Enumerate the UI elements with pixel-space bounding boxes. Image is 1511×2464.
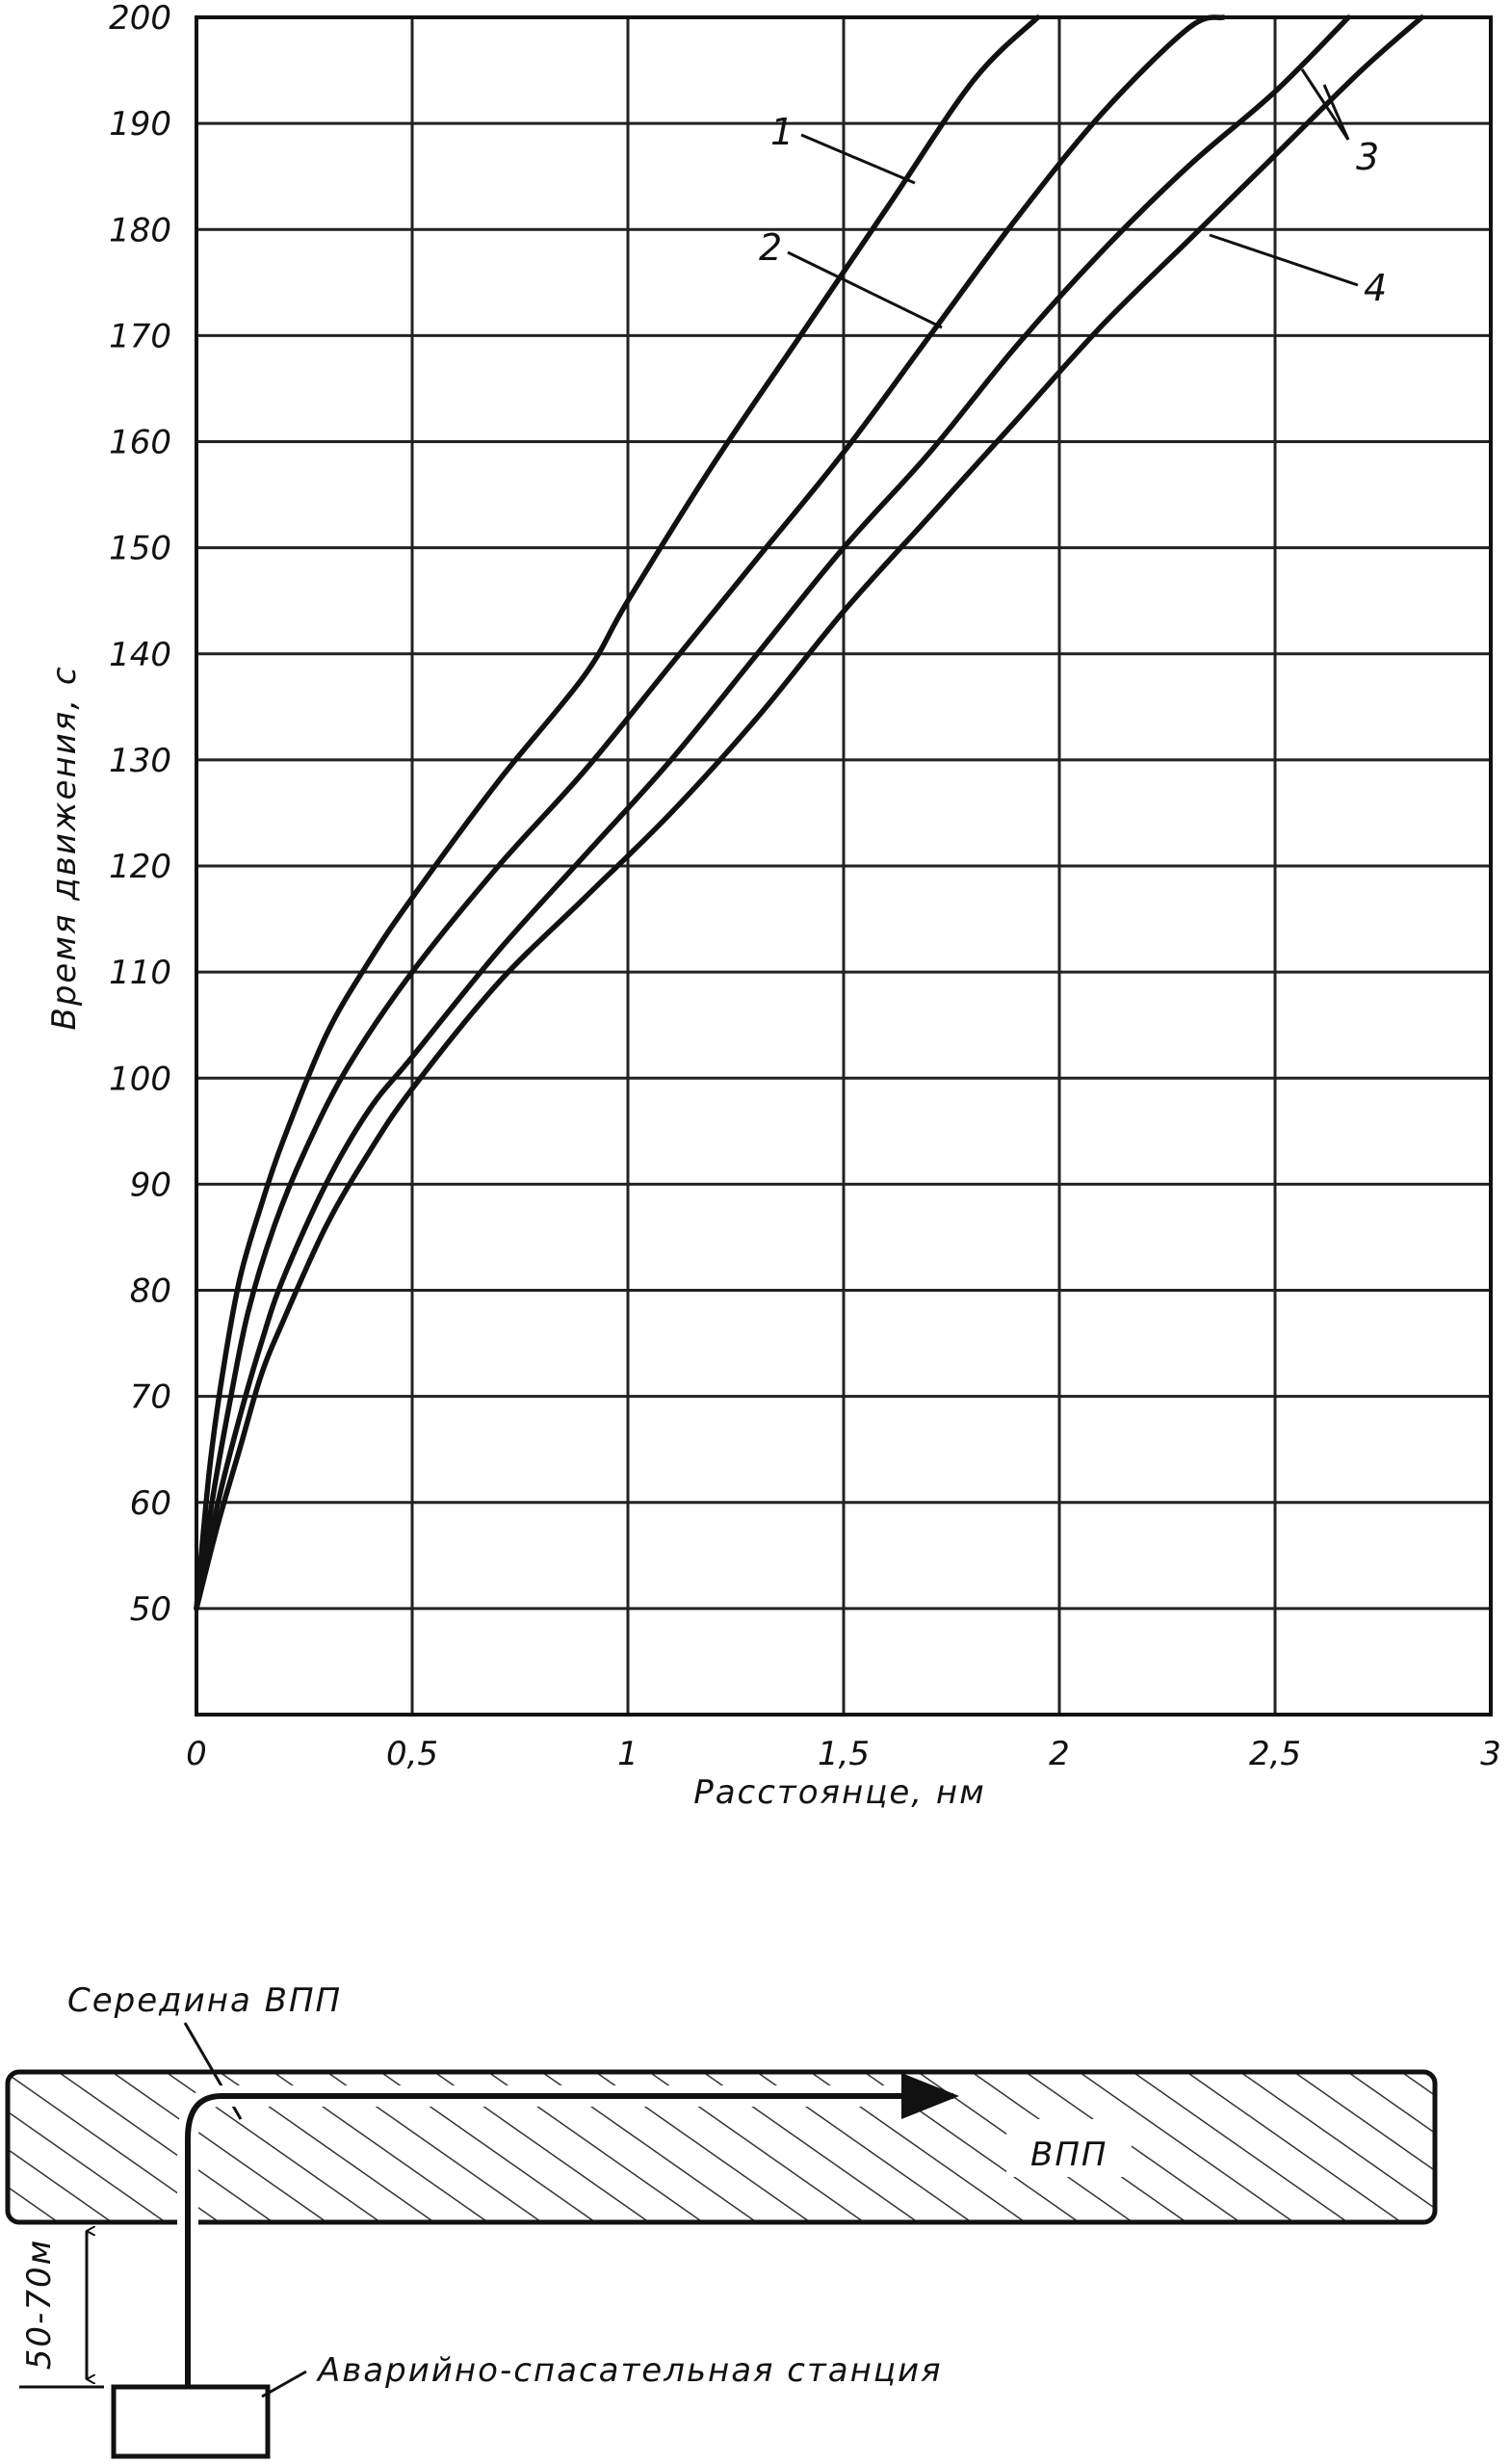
route-arrow [185,2073,959,2387]
x-tick-label: 0,5 [386,1735,438,1773]
y-tick-label: 150 [109,530,171,568]
y-tick-label: 160 [109,424,171,462]
distance-label: 50-70м [20,2239,59,2370]
y-tick-label: 80 [130,1272,171,1311]
x-tick-label: 2 [1049,1735,1070,1773]
y-tick-label: 200 [109,0,171,38]
y-tick-label: 50 [130,1590,171,1629]
rescue-station-label: Аварийно-спасательная станция [316,2351,943,2390]
station-leader [261,2370,307,2398]
curve-label-4-group: 4 [1209,233,1387,309]
runway-strip [5,2069,1438,2225]
x-axis-tick-labels: 0 0,5 1 1,5 2 2,5 3 [186,1735,1501,1773]
runway-label: ВПП [1030,2136,1107,2174]
series-line-2 [194,14,1226,1612]
y-tick-label: 180 [109,211,171,249]
series-line-4 [194,14,1425,1612]
x-tick-label: 1,5 [818,1735,870,1773]
y-tick-label: 120 [109,848,171,886]
y-tick-label: 170 [109,317,171,355]
runway-midpoint-label: Середина ВПП [67,1981,342,2020]
curve-label-3-leader [1300,68,1350,141]
curve-label-2-group: 2 [759,226,943,329]
curve-label-1-leader [800,133,916,185]
curve-label-1: 1 [770,111,794,153]
runway-label-bg [1006,2119,1132,2177]
curve-label-2-leader [787,250,943,329]
curve-label-3-group: 3 [1300,68,1379,178]
y-tick-label: 190 [109,105,171,144]
plot-frame [195,15,1493,1717]
series-line-1 [194,14,1041,1612]
y-axis-title: Время движения, с [45,665,84,1030]
curve-label-4: 4 [1364,267,1387,309]
y-tick-label: 60 [130,1484,171,1523]
curve-label-1-group: 1 [770,111,916,185]
x-tick-label: 2,5 [1249,1735,1301,1773]
y-tick-label: 140 [109,636,171,674]
x-tick-label: 0 [186,1735,207,1773]
series-line-3 [194,14,1351,1612]
curve-label-3-leader-b [1322,84,1350,141]
runway-diagram: Середина ВПП ВПП 50-70м Аварийно-спасате… [5,1981,1438,2459]
x-tick-label: 3 [1480,1735,1501,1773]
x-axis-title: Расстоянце, нм [693,1773,986,1812]
y-tick-label: 110 [109,954,171,992]
y-axis-tick-labels: 200 190 180 170 160 150 140 130 120 110 100 90 80 70 6… [109,0,171,1629]
travel-time-chart: 2001901801701601501401301201101009080706… [45,0,1501,1812]
y-tick-label: 70 [130,1378,171,1417]
chart-series [194,14,1425,1612]
curve-label-3: 3 [1356,136,1379,178]
curve-label-4-leader [1209,233,1359,287]
x-tick-label: 1 [617,1735,638,1773]
y-tick-label: 100 [109,1060,171,1098]
curve-label-2: 2 [759,226,782,269]
rescue-station-box [111,2384,271,2459]
y-tick-label: 130 [109,742,171,780]
y-tick-label: 90 [130,1166,171,1204]
